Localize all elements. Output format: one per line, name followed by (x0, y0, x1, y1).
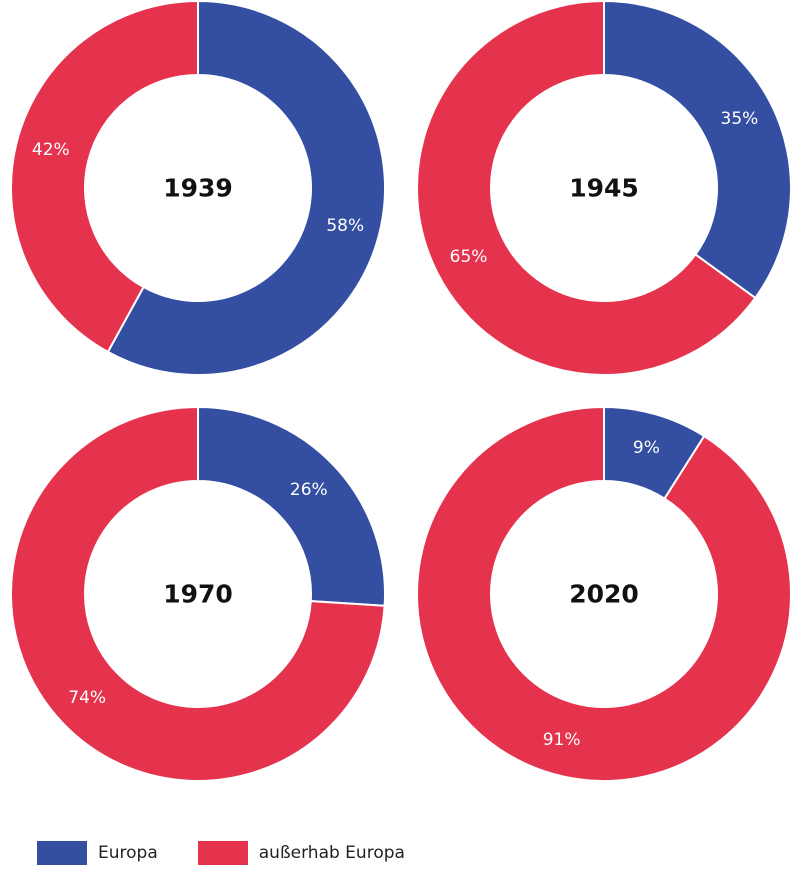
legend-swatch-europa (37, 841, 87, 865)
slice-1939-europa (106, 0, 386, 376)
slice-1945-outside-europe (416, 0, 757, 376)
donut-2020: 9% 91% 2020 (416, 405, 792, 782)
legend: Europa außerhab Europa (37, 841, 445, 865)
legend-item-outside-europe: außerhab Europa (197, 841, 405, 865)
center-label-2020: 2020 (569, 580, 639, 609)
slice-label-1939-europa: 58% (326, 216, 364, 236)
donut-1945: 35% 65% 1945 (416, 0, 792, 376)
slice-1970-outside-europe (10, 405, 386, 782)
slice-label-1939-outside-europe: 42% (32, 140, 70, 160)
slice-1970-europa (197, 405, 386, 607)
donut-1970: 26% 74% 1970 (10, 405, 386, 782)
slice-label-1970-europa: 26% (290, 480, 328, 500)
donut-1939: 58% 42% 1939 (10, 0, 386, 376)
slice-label-1970-outside-europe: 74% (68, 688, 106, 708)
slice-label-2020-outside-europe: 91% (543, 730, 581, 750)
center-label-1970: 1970 (163, 580, 233, 609)
center-label-1945: 1945 (569, 174, 639, 203)
donut-charts: 58% 42% 1939 35% 65% 1945 26% 74% 1970 9% 91% 2020 (10, 0, 792, 782)
legend-swatch-outside-europe (197, 841, 248, 865)
slice-label-2020-europa: 9% (633, 438, 660, 458)
legend-label-outside-europe: außerhab Europa (258, 843, 405, 863)
center-label-1939: 1939 (163, 174, 233, 203)
slice-2020-outside-europe (416, 405, 792, 782)
slice-label-1945-europa: 35% (721, 109, 759, 129)
legend-label-europa: Europa (98, 843, 158, 863)
slice-1945-europa (603, 0, 792, 300)
slice-label-1945-outside-europe: 65% (450, 247, 488, 267)
slice-1939-outside-europe (10, 0, 199, 354)
legend-item-europa: Europa (37, 841, 158, 865)
